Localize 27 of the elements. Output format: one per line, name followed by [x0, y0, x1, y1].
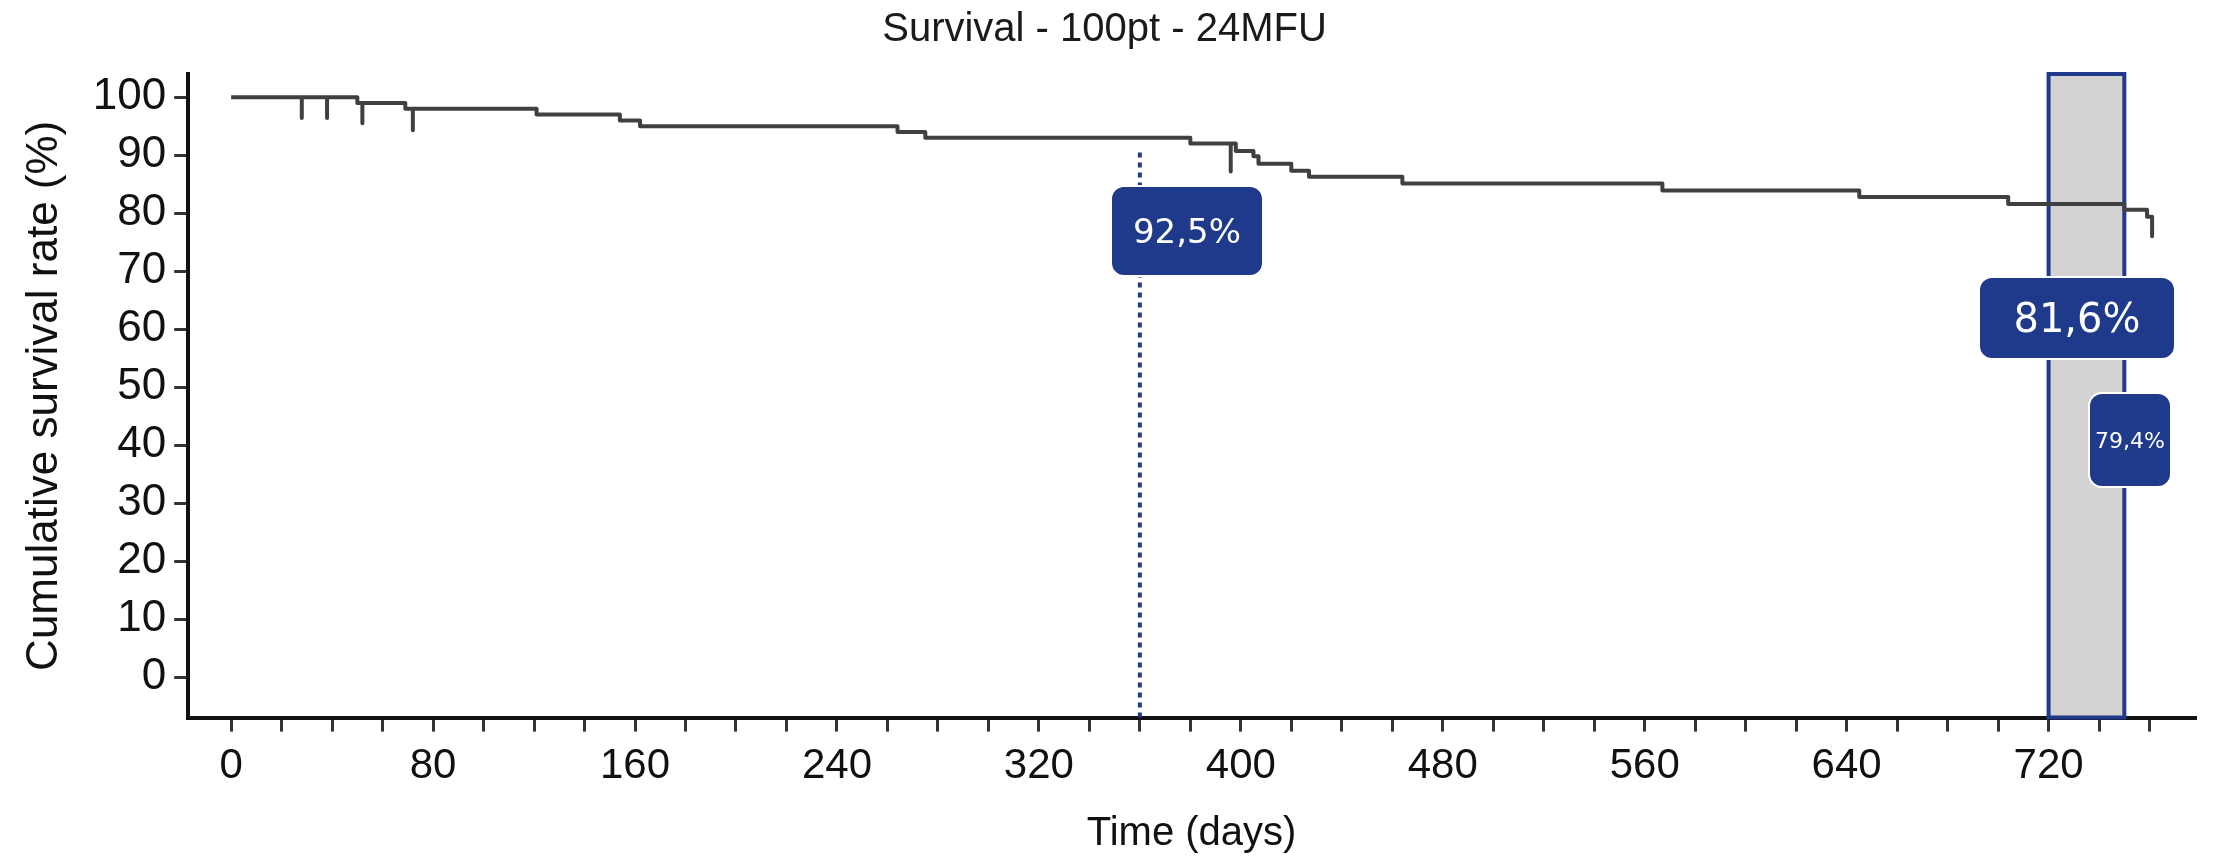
x-tick-label: 720: [2013, 740, 2084, 788]
y-tick-label: 70: [117, 243, 167, 293]
y-tick-label: 30: [117, 475, 167, 525]
x-tick-label: 320: [1003, 740, 1074, 788]
x-tick-label: 480: [1407, 740, 1478, 788]
x-tick-label: 160: [599, 740, 671, 788]
x-axis-title: Time (days): [1086, 809, 1297, 854]
x-tick-label: 560: [1609, 740, 1680, 788]
y-tick-label: 40: [117, 417, 167, 467]
callout-box: 79,4%: [2088, 392, 2172, 488]
chart-title: Survival - 100pt - 24MFU: [882, 5, 1327, 50]
y-tick-label: 100: [92, 69, 167, 119]
x-tick-label: 400: [1205, 740, 1276, 788]
x-tick-label: 240: [801, 740, 872, 788]
x-tick-label: 640: [1811, 740, 1882, 788]
y-tick-label: 10: [117, 591, 167, 641]
y-tick-label: 80: [117, 185, 167, 235]
y-tick-label: 0: [141, 649, 167, 699]
x-tick-label: 80: [409, 740, 457, 788]
callout-box: 81,6%: [1978, 276, 2176, 360]
callout-box: 92,5%: [1110, 185, 1264, 277]
y-tick-label: 20: [117, 533, 167, 583]
x-tick-label: 0: [219, 740, 243, 788]
y-tick-label: 90: [117, 127, 167, 177]
y-tick-label: 60: [117, 301, 167, 351]
y-axis-title: Cumulative survival rate (%): [16, 120, 66, 671]
y-tick-label: 50: [117, 359, 167, 409]
